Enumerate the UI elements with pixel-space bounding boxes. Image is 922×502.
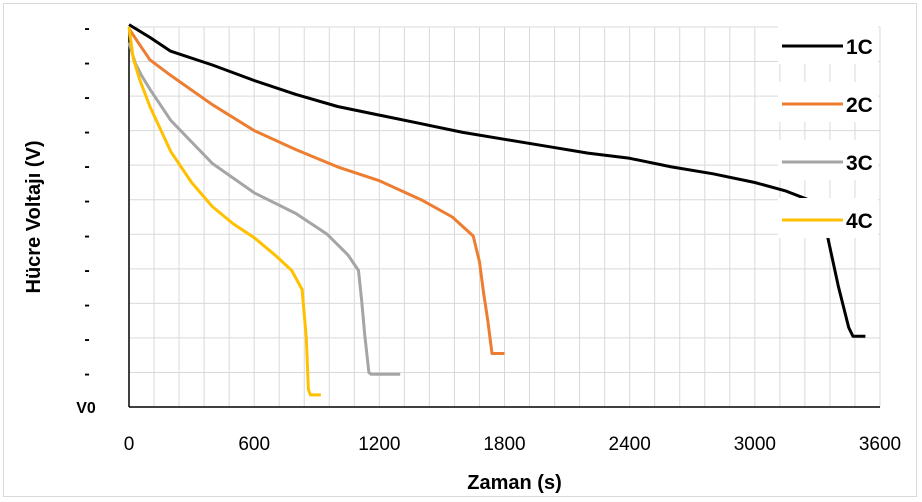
axes (128, 27, 880, 408)
y-axis-tick-labels: V0 - - - - - - - - - - - V (76, 0, 96, 417)
x-tick-label: 0 (124, 434, 135, 455)
legend-label: 1C (846, 36, 873, 59)
y-tick-label: - (84, 55, 89, 72)
x-tick-label: 1800 (483, 434, 525, 455)
y-tick-label: - (84, 331, 89, 348)
legend-label: 4C (846, 210, 873, 233)
legend-background (778, 24, 878, 64)
series-line-4c (127, 26, 321, 397)
y-tick-label: V0 (76, 400, 96, 417)
y-tick-label: - (84, 296, 89, 313)
x-tick-label: 3600 (859, 434, 901, 455)
series-line-3c (127, 42, 401, 376)
legend-label: 2C (846, 94, 873, 117)
legend-background (778, 140, 878, 180)
legend-background (778, 198, 878, 238)
y-tick-label: - (84, 158, 89, 175)
y-tick-label: - (84, 365, 89, 382)
legend-label: 3C (846, 152, 873, 175)
y-tick-label: V (81, 0, 92, 2)
x-tick-label: 3000 (734, 434, 776, 455)
series-line-2c (127, 27, 505, 355)
x-axis-title: Zaman (s) (467, 472, 561, 494)
y-axis-title: Hücre Voltajı (V) (23, 141, 45, 294)
y-tick-label: - (84, 124, 89, 141)
x-tick-label: 2400 (609, 434, 651, 455)
series-line-1c (128, 23, 866, 338)
legend: 1C 2C 3C 4C (778, 24, 878, 238)
y-tick-label: - (84, 262, 89, 279)
series-lines (127, 23, 866, 397)
x-tick-label: 600 (238, 434, 270, 455)
grid-lines (129, 26, 881, 408)
y-tick-label: - (84, 227, 89, 244)
x-axis-tick-labels: 0 600 1200 1800 2400 3000 3600 (124, 434, 901, 455)
y-tick-label: - (84, 193, 89, 210)
legend-background (778, 82, 878, 122)
y-tick-label: - (84, 89, 89, 106)
y-tick-label: - (84, 20, 89, 37)
x-tick-label: 1200 (358, 434, 400, 455)
chart-frame (3, 3, 917, 497)
